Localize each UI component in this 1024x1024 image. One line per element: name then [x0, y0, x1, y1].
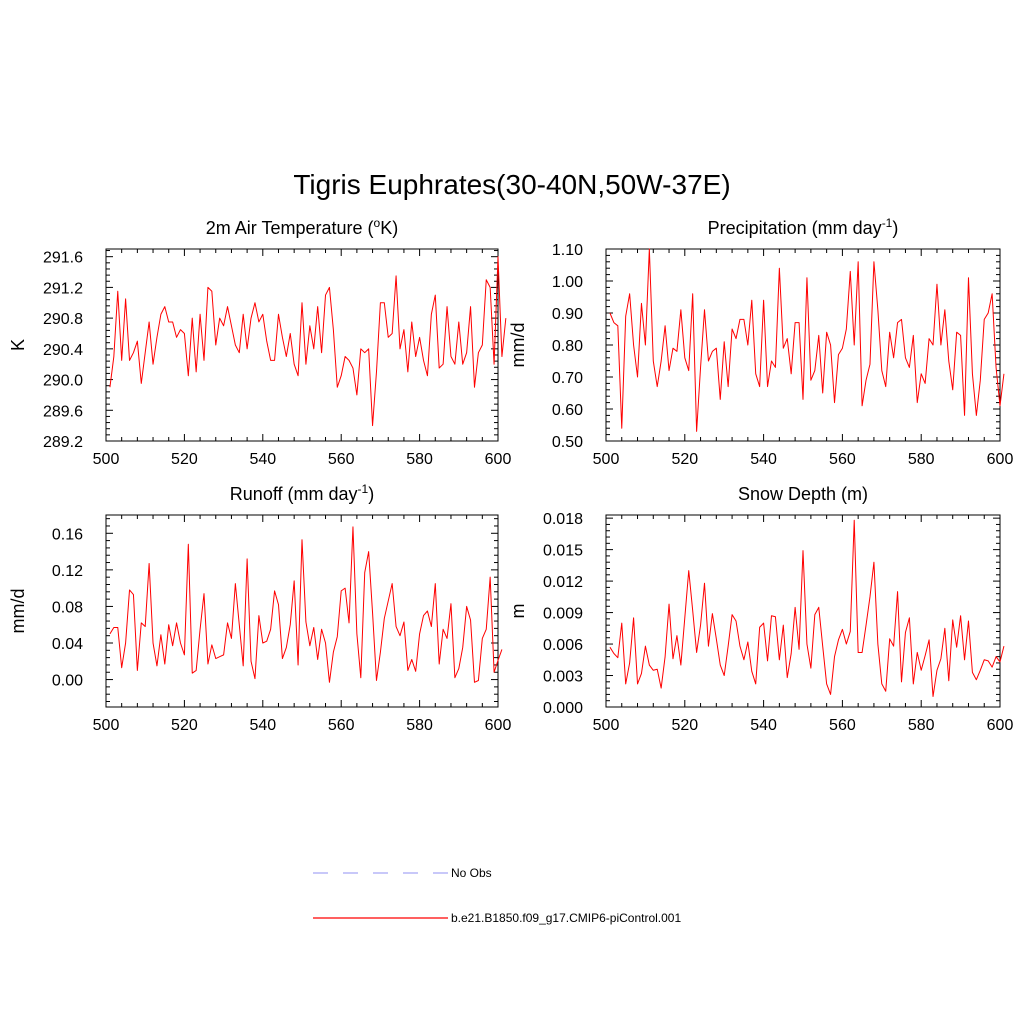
- runoff-plot-frame: [105, 514, 499, 708]
- snow-depth-ytick-label: 0.006: [543, 637, 583, 654]
- panel-runoff: Runoff (mm day-1) mm/d 500 520 540 560 580 600 0…: [8, 482, 511, 734]
- snow-depth-ylabel: m: [508, 604, 528, 619]
- precipitation-series-line: [609, 248, 1005, 432]
- runoff-xtick-label: 600: [485, 717, 512, 734]
- snow-depth-ytick-label: 0.009: [543, 606, 583, 623]
- temperature-ytick-label: 289.2: [43, 434, 83, 451]
- snow-depth-xtick-label: 540: [750, 717, 777, 734]
- precipitation-xtick-label: 520: [671, 451, 698, 468]
- precipitation-ytick-label: 0.90: [552, 306, 583, 323]
- temperature-xtick-label: 560: [328, 451, 355, 468]
- temperature-title-superscript: o: [374, 216, 381, 230]
- precipitation-ytick-label: 0.70: [552, 370, 583, 387]
- precipitation-title-superscript: -1: [882, 216, 893, 230]
- temperature-xtick-label: 500: [93, 451, 120, 468]
- runoff-title-superscript: -1: [358, 482, 369, 496]
- precipitation-xtick-label: 500: [593, 451, 620, 468]
- precipitation-title-end: ): [892, 218, 898, 238]
- runoff-panel-title: Runoff (mm day-1): [230, 482, 374, 504]
- snow-depth-xtick-label: 600: [987, 717, 1014, 734]
- snow-depth-panel-title: Snow Depth (m): [738, 484, 868, 504]
- temperature-ytick-label: 291.6: [43, 250, 83, 267]
- temperature-plot-frame: [105, 248, 499, 442]
- precipitation-xtick-label: 600: [987, 451, 1014, 468]
- panel-temperature: 2m Air Temperature (oK) K 500 520 540 560 580 6…: [8, 216, 511, 468]
- runoff-ylabel: mm/d: [8, 589, 28, 634]
- runoff-title-end: ): [368, 484, 374, 504]
- precipitation-title-main: Precipitation (mm day: [708, 218, 882, 238]
- temperature-ytick-label: 290.0: [43, 373, 83, 390]
- panels-group: 2m Air Temperature (oK) K 500 520 540 560 580 6…: [8, 216, 1013, 734]
- precipitation-ytick-label: 0.50: [552, 434, 583, 451]
- figure-title: Tigris Euphrates(30-40N,50W-37E): [293, 169, 730, 200]
- panel-snow-depth: Snow Depth (m) m 500 520 540 560 580 600 0.000 0.…: [508, 484, 1013, 734]
- snow-depth-xtick-label: 500: [593, 717, 620, 734]
- temperature-title-end: K): [380, 218, 398, 238]
- temperature-title-main: 2m Air Temperature (: [206, 218, 374, 238]
- snow-depth-ytick-label: 0.003: [543, 669, 583, 686]
- legend-model-label: b.e21.B1850.f09_g17.CMIP6-piControl.001: [451, 911, 681, 925]
- precipitation-panel-title: Precipitation (mm day-1): [708, 216, 899, 238]
- temperature-xtick-label: 520: [171, 451, 198, 468]
- runoff-ytick-label: 0.08: [52, 599, 83, 616]
- precipitation-xtick-label: 560: [829, 451, 856, 468]
- legend-no-obs-label: No Obs: [451, 866, 492, 880]
- runoff-series-line: [109, 526, 503, 683]
- temperature-panel-title: 2m Air Temperature (oK): [206, 216, 398, 238]
- temperature-ylabel: K: [8, 339, 28, 351]
- runoff-ytick-label: 0.04: [52, 636, 83, 653]
- precipitation-ylabel: mm/d: [508, 323, 528, 368]
- temperature-ytick-label: 291.2: [43, 280, 83, 297]
- snow-depth-xtick-label: 580: [908, 717, 935, 734]
- snow-depth-xtick-label: 560: [829, 717, 856, 734]
- snow-depth-ytick-label: 0.000: [543, 700, 583, 717]
- runoff-ytick-label: 0.00: [52, 673, 83, 690]
- runoff-xtick-label: 560: [328, 717, 355, 734]
- runoff-xtick-label: 540: [249, 717, 276, 734]
- runoff-xtick-label: 500: [93, 717, 120, 734]
- temperature-ytick-label: 290.8: [43, 311, 83, 328]
- runoff-xtick-label: 520: [171, 717, 198, 734]
- runoff-xtick-label: 580: [406, 717, 433, 734]
- snow-depth-title-main: Snow Depth (m): [738, 484, 868, 504]
- precipitation-xtick-label: 540: [750, 451, 777, 468]
- snow-depth-plot-frame: [605, 514, 1001, 708]
- precipitation-ytick-label: 1.00: [552, 274, 583, 291]
- runoff-ytick-label: 0.16: [52, 526, 83, 543]
- panel-precipitation: Precipitation (mm day-1) mm/d 500 520 540 560…: [508, 216, 1013, 468]
- temperature-ytick-label: 289.6: [43, 403, 83, 420]
- runoff-title-main: Runoff (mm day: [230, 484, 358, 504]
- legend: No Obs b.e21.B1850.f09_g17.CMIP6-piContr…: [313, 866, 681, 925]
- temperature-xtick-label: 600: [485, 451, 512, 468]
- snow-depth-ytick-label: 0.015: [543, 543, 583, 560]
- temperature-xtick-label: 580: [406, 451, 433, 468]
- precipitation-ytick-label: 1.10: [552, 242, 583, 259]
- snow-depth-ytick-label: 0.018: [543, 511, 583, 528]
- precipitation-ytick-label: 0.80: [552, 338, 583, 355]
- snow-depth-ytick-label: 0.012: [543, 574, 583, 591]
- temperature-xtick-label: 540: [249, 451, 276, 468]
- snow-depth-xtick-label: 520: [671, 717, 698, 734]
- temperature-ytick-label: 290.4: [43, 342, 83, 359]
- precipitation-ytick-label: 0.60: [552, 402, 583, 419]
- temperature-series-line: [109, 256, 507, 427]
- precipitation-xtick-label: 580: [908, 451, 935, 468]
- snow-depth-series-line: [609, 519, 1005, 698]
- runoff-ytick-label: 0.12: [52, 563, 83, 580]
